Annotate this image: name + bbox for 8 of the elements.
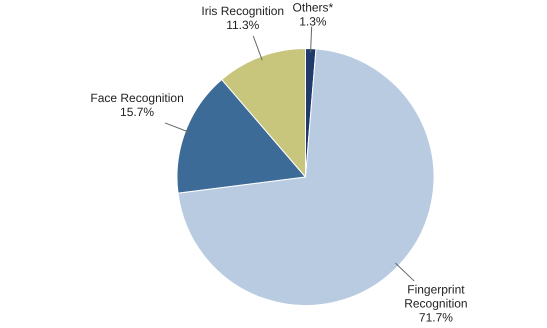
data-label: 1.3%	[299, 14, 327, 28]
slice-label: Iris Recognition	[201, 4, 284, 18]
slice-label: Face Recognition	[90, 91, 184, 106]
data-label: 11.3%	[226, 18, 260, 32]
data-label: 71.7%	[418, 310, 454, 324]
data-label: 15.7%	[120, 105, 154, 120]
slice-label: Fingerprint Recognition	[404, 282, 468, 310]
slice-label: Others*	[292, 0, 334, 14]
